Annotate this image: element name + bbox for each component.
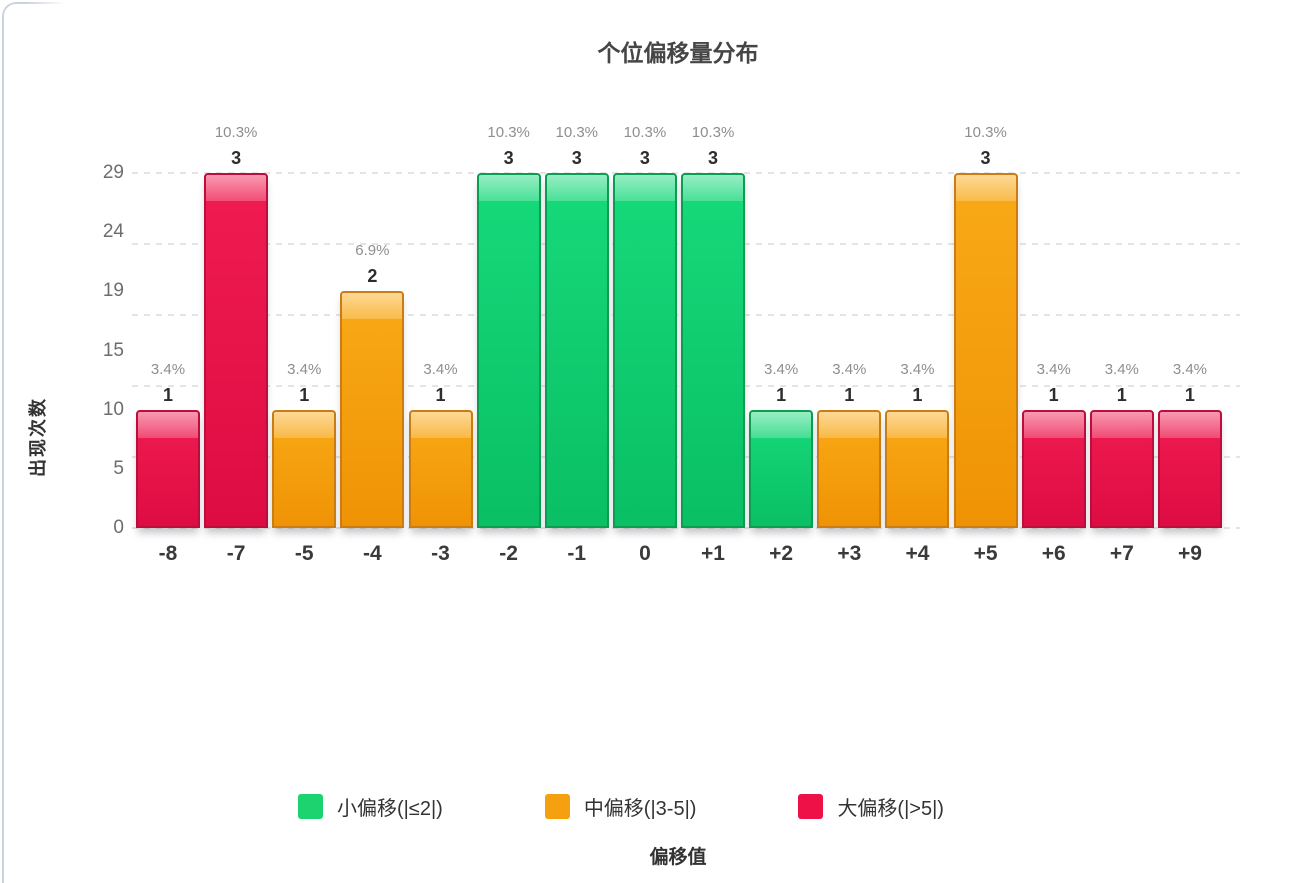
x-axis-category-label: -4 [363, 542, 382, 565]
bar-value-label: 3 [639, 148, 650, 168]
y-axis-tick-label: 10 [102, 398, 124, 420]
x-axis-category-label: -5 [294, 542, 314, 565]
bar-percent-label: 6.9% [355, 242, 390, 259]
x-axis-category-label: 0 [639, 542, 651, 565]
x-axis-category-label: +7 [1109, 542, 1134, 565]
bar-percent-label: 3.4% [832, 361, 867, 378]
bar--8[interactable] [136, 410, 200, 528]
chart-title: 个位偏移量分布 [597, 40, 759, 66]
legend-item-mid[interactable]: 中偏移(|3-5|) [544, 792, 697, 821]
x-axis-title: 偏移值 [649, 847, 707, 868]
bar-percent-label: 10.3% [487, 124, 530, 141]
bar-percent-label: 3.4% [423, 361, 458, 378]
x-axis-category-label: +5 [973, 542, 998, 565]
bar-percent-label: 10.3% [214, 124, 258, 141]
bar-value-label: 3 [708, 148, 719, 168]
bar-value-label: 1 [1116, 385, 1127, 405]
legend-item-small[interactable]: 小偏移(|≤2|) [298, 792, 443, 821]
bar-+9[interactable] [1157, 410, 1222, 528]
legend-swatch [544, 794, 570, 819]
bar-value-label: 3 [980, 148, 991, 168]
bar-percent-label: 3.4% [150, 361, 186, 378]
bar-percent-label: 3.4% [1172, 361, 1208, 378]
bar-value-label: 3 [571, 148, 582, 168]
x-axis-category-label: -1 [567, 542, 587, 565]
bar--2[interactable] [476, 173, 541, 528]
y-axis-tick-label: 5 [113, 457, 124, 479]
y-axis-tick-label: 24 [102, 221, 124, 243]
legend: 小偏移(|≤2|) 中偏移(|3-5|) 大偏移(|>5|) [298, 792, 944, 821]
bar-value-label: 1 [912, 385, 923, 405]
bar-value-label: 1 [776, 385, 787, 405]
bar--3[interactable] [408, 410, 473, 528]
bar-0[interactable] [612, 173, 677, 528]
legend-item-large[interactable]: 大偏移(|>5|) [798, 792, 944, 821]
bar--5[interactable] [272, 410, 337, 528]
bar-percent-label: 3.4% [287, 361, 322, 378]
bar-percent-label: 10.3% [555, 124, 599, 141]
bar--7[interactable] [204, 173, 269, 528]
x-axis-category-label: -7 [226, 542, 246, 565]
bar--1[interactable] [544, 173, 609, 528]
bar-percent-label: 3.4% [1036, 361, 1071, 378]
x-axis-category-label: +4 [905, 542, 930, 565]
bar-value-label: 3 [231, 148, 242, 168]
x-axis-category-label: +3 [837, 542, 862, 565]
x-axis-category-label: +9 [1177, 542, 1202, 565]
bar-value-label: 1 [299, 385, 310, 405]
bar-percent-label: 10.3% [691, 124, 735, 141]
bar-value-label: 1 [1184, 385, 1195, 405]
bar--4[interactable] [340, 291, 405, 528]
legend-swatch [798, 794, 824, 819]
y-axis-tick-label: 0 [113, 517, 124, 538]
bar-value-label: 3 [503, 148, 514, 168]
bar-+4[interactable] [885, 410, 950, 528]
x-axis-category-label: +6 [1041, 542, 1066, 565]
x-axis-category-label: +1 [701, 542, 725, 565]
bar-+5[interactable] [953, 173, 1018, 528]
bar-+2[interactable] [749, 410, 814, 528]
bar-+3[interactable] [817, 410, 882, 528]
legend-swatch [298, 794, 323, 819]
legend-label: 小偏移(|≤2|) [337, 798, 443, 820]
bar-percent-label: 3.4% [764, 361, 799, 378]
gridline [132, 527, 1240, 529]
bar-percent-label: 3.4% [1104, 361, 1139, 378]
y-axis-title: 出现次数 [28, 397, 48, 477]
bar-value-label: 1 [162, 385, 173, 405]
y-axis-tick-label: 19 [102, 280, 124, 302]
bar-percent-label: 3.4% [900, 361, 935, 378]
x-axis-category-label: -2 [499, 542, 518, 565]
x-axis-category-label: +2 [769, 542, 794, 565]
y-axis-tick-label: 29 [102, 162, 124, 183]
bar-value-label: 1 [1048, 385, 1059, 405]
bar-percent-label: 10.3% [623, 124, 667, 141]
x-axis-category-label: -3 [431, 542, 450, 565]
legend-label: 大偏移(|>5|) [837, 798, 944, 820]
bar-value-label: 2 [367, 266, 378, 286]
y-axis-tick-label: 15 [102, 339, 124, 361]
legend-label: 中偏移(|3-5|) [583, 798, 697, 820]
bar-+1[interactable] [681, 173, 746, 528]
x-axis-category-label: -8 [158, 542, 178, 565]
bar-value-label: 1 [844, 385, 855, 405]
bar-+6[interactable] [1021, 410, 1086, 528]
plot-area: 29 24 19 15 10 5 0 3.4% 1 -8 10.3% 3 -7 3.4% 1 -5 6.9% 2-… [103, 124, 1240, 565]
bar-value-label: 1 [435, 385, 446, 405]
bar-+7[interactable] [1089, 410, 1154, 528]
bar-percent-label: 10.3% [964, 124, 1007, 141]
